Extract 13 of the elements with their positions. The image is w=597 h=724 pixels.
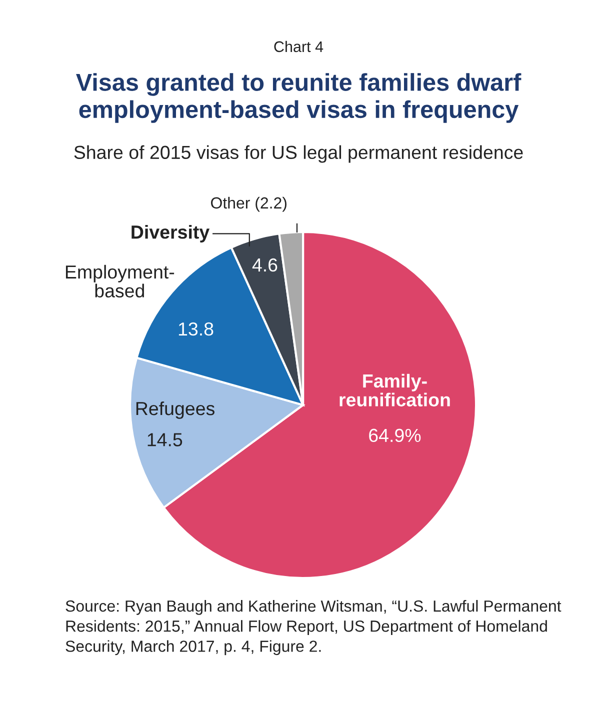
slice-label: Diversity [132, 224, 210, 242]
data-label: 13.8 [178, 322, 214, 336]
data-label: 14.5 [148, 433, 182, 446]
chart-subtitle: Share of 2015 visas for US legal permanent residence [74, 145, 523, 163]
data-label: 64.9% [369, 428, 421, 442]
slice-label: Family- reunification [340, 374, 450, 406]
slice-label: Other (2.2) [211, 196, 286, 212]
slice-label: Refugees [136, 401, 214, 419]
caption: Chart 4 [274, 40, 324, 52]
slice-label: Employment- based [66, 264, 174, 298]
data-label: 4.6 [252, 258, 278, 272]
source-note: Source: Ryan Baugh and Katherine Witsman, “U.S. Lawful Permanent Residents: 2015,” Annual Flow Report, US Department of Homeland Security, March 2017, p. 4, Figure 2. [66, 600, 562, 656]
chart-title: Visas granted to reunite families dwarf employment-based visas in frequency [76, 73, 522, 123]
